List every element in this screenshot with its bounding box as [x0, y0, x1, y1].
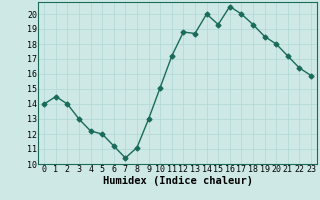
- X-axis label: Humidex (Indice chaleur): Humidex (Indice chaleur): [103, 176, 252, 186]
